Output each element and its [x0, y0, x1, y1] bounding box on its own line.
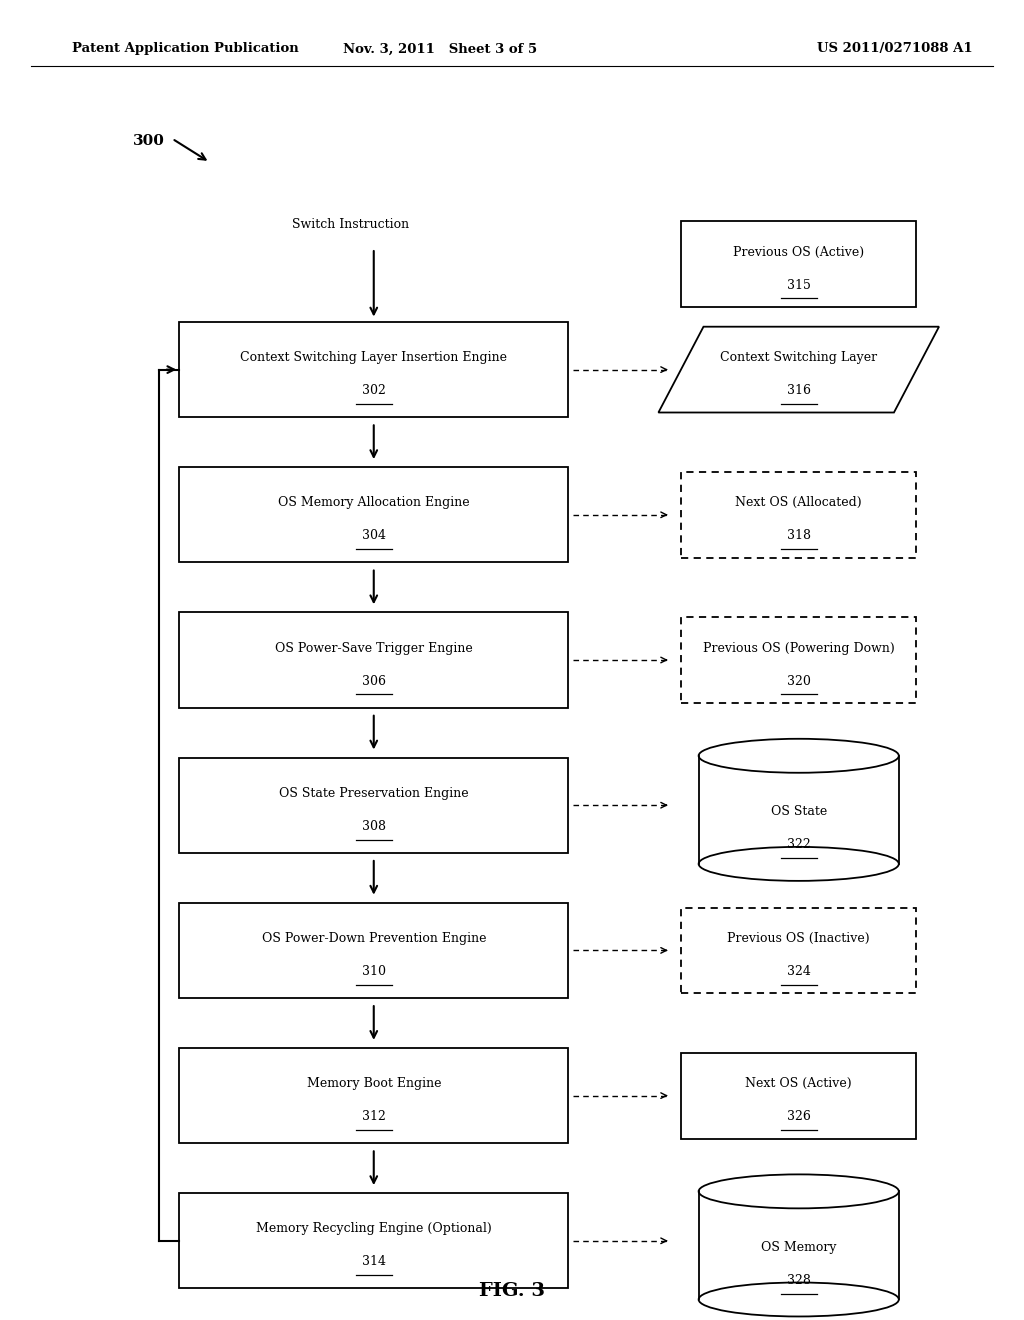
Text: Previous OS (Powering Down): Previous OS (Powering Down) [702, 642, 895, 655]
Text: 316: 316 [786, 384, 811, 397]
Text: Nov. 3, 2011   Sheet 3 of 5: Nov. 3, 2011 Sheet 3 of 5 [343, 42, 538, 55]
Text: 320: 320 [786, 675, 811, 688]
Text: Context Switching Layer Insertion Engine: Context Switching Layer Insertion Engine [241, 351, 507, 364]
Bar [179, 322, 568, 417]
Bar [179, 1048, 568, 1143]
Text: 315: 315 [786, 279, 811, 292]
Ellipse shape [698, 1283, 899, 1316]
Text: Previous OS (Inactive): Previous OS (Inactive) [727, 932, 870, 945]
Text: Next OS (Allocated): Next OS (Allocated) [735, 496, 862, 510]
Text: Next OS (Active): Next OS (Active) [745, 1077, 852, 1090]
Bar [681, 908, 916, 993]
Text: OS Power-Save Trigger Engine: OS Power-Save Trigger Engine [274, 642, 473, 655]
Text: 322: 322 [786, 838, 811, 851]
Text: Context Switching Layer: Context Switching Layer [720, 351, 878, 364]
Text: 304: 304 [361, 529, 386, 543]
Text: 318: 318 [786, 529, 811, 543]
Text: OS Memory: OS Memory [761, 1241, 837, 1254]
Bar [179, 1193, 568, 1288]
Text: 308: 308 [361, 820, 386, 833]
Bar [698, 756, 899, 863]
Text: 328: 328 [786, 1274, 811, 1287]
Text: Previous OS (Active): Previous OS (Active) [733, 246, 864, 259]
Bar [681, 618, 916, 702]
Text: OS Memory Allocation Engine: OS Memory Allocation Engine [278, 496, 470, 510]
Text: 306: 306 [361, 675, 386, 688]
Bar [698, 1192, 899, 1299]
Text: 326: 326 [786, 1110, 811, 1123]
Text: Memory Boot Engine: Memory Boot Engine [306, 1077, 441, 1090]
Ellipse shape [698, 739, 899, 772]
Text: 314: 314 [361, 1255, 386, 1269]
Ellipse shape [698, 1175, 899, 1208]
Text: OS Power-Down Prevention Engine: OS Power-Down Prevention Engine [261, 932, 486, 945]
Text: OS State Preservation Engine: OS State Preservation Engine [279, 787, 469, 800]
Text: Switch Instruction: Switch Instruction [292, 218, 409, 231]
Polygon shape [658, 327, 939, 412]
Text: 310: 310 [361, 965, 386, 978]
Ellipse shape [698, 847, 899, 880]
Bar [179, 758, 568, 853]
Text: US 2011/0271088 A1: US 2011/0271088 A1 [817, 42, 973, 55]
Text: 300: 300 [133, 135, 165, 148]
Text: 324: 324 [786, 965, 811, 978]
Text: 312: 312 [361, 1110, 386, 1123]
Text: 302: 302 [361, 384, 386, 397]
Text: Patent Application Publication: Patent Application Publication [72, 42, 298, 55]
Text: Memory Recycling Engine (Optional): Memory Recycling Engine (Optional) [256, 1222, 492, 1236]
Bar [681, 220, 916, 306]
Text: OS State: OS State [771, 805, 826, 818]
Bar [179, 467, 568, 562]
Text: FIG. 3: FIG. 3 [479, 1282, 545, 1300]
Bar [681, 1053, 916, 1138]
Bar [179, 903, 568, 998]
Bar [179, 612, 568, 708]
Bar [681, 471, 916, 557]
